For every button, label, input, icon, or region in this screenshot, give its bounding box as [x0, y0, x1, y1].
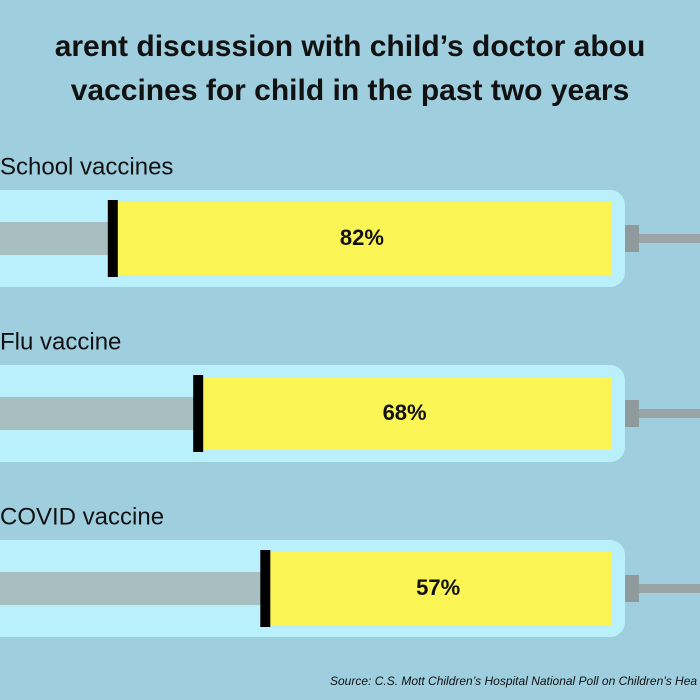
- needle-hub: [625, 575, 639, 602]
- plunger-rod: [0, 397, 198, 430]
- plunger-rod: [0, 572, 265, 605]
- plunger: [107, 200, 118, 277]
- value-label: 68%: [383, 400, 427, 425]
- chart-title: arent discussion with child’s doctor abo…: [55, 30, 646, 63]
- needle-hub: [625, 400, 639, 427]
- plunger: [260, 550, 271, 627]
- needle: [639, 584, 700, 593]
- needle-hub: [625, 225, 639, 252]
- category-label: Flu vaccine: [0, 328, 121, 355]
- value-label: 82%: [340, 225, 384, 250]
- category-label: School vaccines: [0, 153, 173, 180]
- needle: [639, 234, 700, 243]
- needle: [639, 409, 700, 418]
- category-label: COVID vaccine: [0, 503, 164, 530]
- bar: [197, 377, 612, 450]
- value-label: 57%: [416, 575, 460, 600]
- bar: [264, 552, 612, 625]
- chart-title: vaccines for child in the past two years: [71, 74, 630, 107]
- source: Source: C.S. Mott Children’s Hospital Na…: [330, 674, 697, 688]
- plunger: [193, 375, 204, 452]
- plunger-rod: [0, 222, 112, 255]
- bar: [111, 202, 613, 275]
